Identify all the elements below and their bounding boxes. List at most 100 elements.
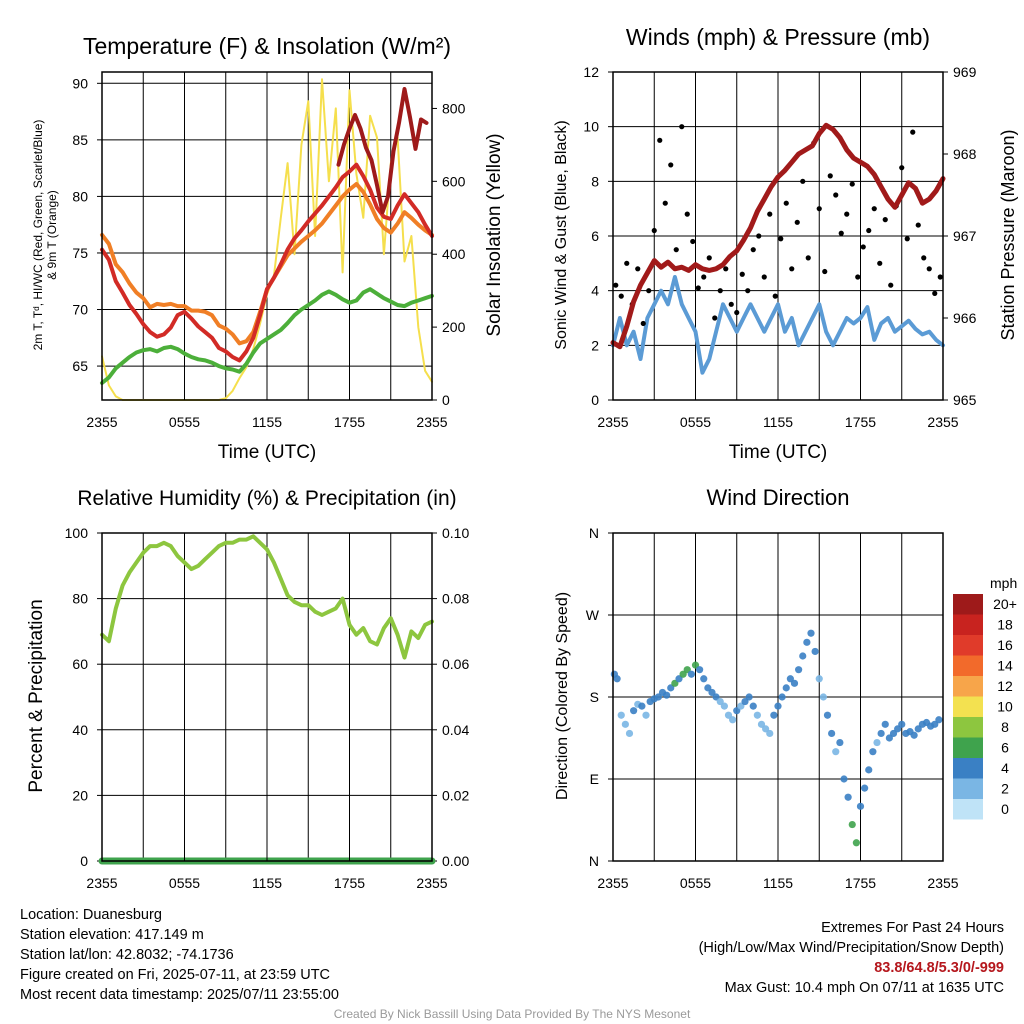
legend-swatch [953,778,983,799]
dewpoint-line [100,287,434,385]
plot-frame [612,532,944,862]
station-elevation: Station elevation: 417.149 m [20,927,204,943]
gust-point [690,238,696,245]
direction-point [774,702,782,710]
y-tick-label: 100 [65,525,89,541]
y-tick-label: 20 [72,787,88,803]
direction-point [799,652,807,660]
x-tick-label: 2355 [597,875,628,891]
y-tick-label: 0 [591,392,599,408]
gust-point [822,268,828,275]
temperature-panel: Temperature (F) & Insolation (W/m²) Time… [31,33,505,463]
direction-point [844,793,852,801]
direction-point [704,684,712,692]
y2-tick-label: 400 [442,246,466,262]
y-tick-label: 4 [591,283,599,299]
gust-point [921,255,927,261]
legend-swatch [953,717,983,738]
gust-point [767,211,773,217]
direction-point [638,702,646,710]
extremes-box: Extremes For Past 24 Hours (High/Low/Max… [699,918,1004,998]
legend-label: 6 [1001,740,1009,756]
gust-point [783,200,789,206]
y-tick-label: 90 [72,75,88,91]
direction-point [766,729,774,738]
gust-point [635,266,641,272]
gust-point [877,260,883,266]
x-tick-label: 0555 [169,875,200,891]
legend-swatch [953,676,983,697]
wind-direction-panel: Wind Direction Direction (Colored By Spe… [554,485,1017,891]
sonic-wind-line [611,275,945,375]
gust-point [640,320,646,327]
direction-point [898,720,906,728]
direction-point [852,839,860,847]
legend-swatch [953,696,983,717]
direction-point [811,647,819,656]
y-tick-label: 12 [583,64,599,80]
legend-swatch [953,655,983,676]
gust-point [805,255,811,261]
y2-tick-label: 967 [953,228,977,244]
y-tick-label: 2 [591,337,599,353]
direction-point [716,697,724,706]
x-tick-label: 0555 [169,414,200,430]
temperature-line [100,162,434,363]
y2-tick-label: 968 [953,146,977,162]
gust-point [618,293,624,299]
y2-tick-label: 0.00 [442,853,469,869]
gust-point [701,274,707,280]
direction-point [803,638,811,646]
gust-point [860,244,866,250]
gust-point [827,173,833,179]
plot-frame [101,71,433,401]
y-tick-label: 60 [72,656,88,672]
x-tick-label: 2355 [927,414,958,430]
legend-label: 8 [1001,719,1009,735]
direction-point [836,738,844,747]
winds-y2-label: Station Pressure (Maroon) [998,129,1018,340]
direction-point [737,702,745,710]
winds-title: Winds (mph) & Pressure (mb) [626,24,930,50]
gust-point [706,255,712,261]
direction-point [848,820,856,829]
direction-point [675,675,683,683]
y-tick-label: 80 [72,188,88,204]
gust-point [816,206,822,212]
gust-point [745,288,751,294]
direction-point [654,693,662,701]
direction-point [757,720,766,728]
direction-point [642,711,650,719]
direction-point [910,731,918,739]
legend-swatch [953,614,983,635]
y-tick-label: 75 [72,245,88,261]
direction-point [696,666,704,674]
heat-index-line [336,87,429,215]
gust-point [657,137,663,143]
direction-point [720,702,728,710]
gust-point [750,247,756,253]
extremes-title: Extremes For Past 24 Hours [821,920,1004,936]
y-tick-label: S [590,689,599,705]
direction-point [869,748,877,756]
direction-point [687,670,695,678]
y2-tick-label: 0.10 [442,525,469,541]
gust-point [723,266,729,272]
direction-point [889,729,898,738]
direction-point [770,711,778,719]
legend-label: 14 [997,658,1013,674]
x-tick-label: 1755 [845,414,876,430]
direction-point [865,766,873,774]
pressure-line [610,122,946,350]
gust-point [734,309,740,316]
legend-swatch [953,737,983,758]
max-gust: Max Gust: 10.4 mph On 07/11 at 1635 UTC [724,980,1004,996]
legend-label: 2 [1001,781,1009,797]
x-tick-label: 0555 [680,414,711,430]
y-tick-label: 6 [591,228,599,244]
gust-point [684,211,690,217]
gust-point [904,236,910,242]
figure-created: Figure created on Fri, 2025-07-11, at 23… [20,967,331,983]
legend-swatch [953,799,983,820]
